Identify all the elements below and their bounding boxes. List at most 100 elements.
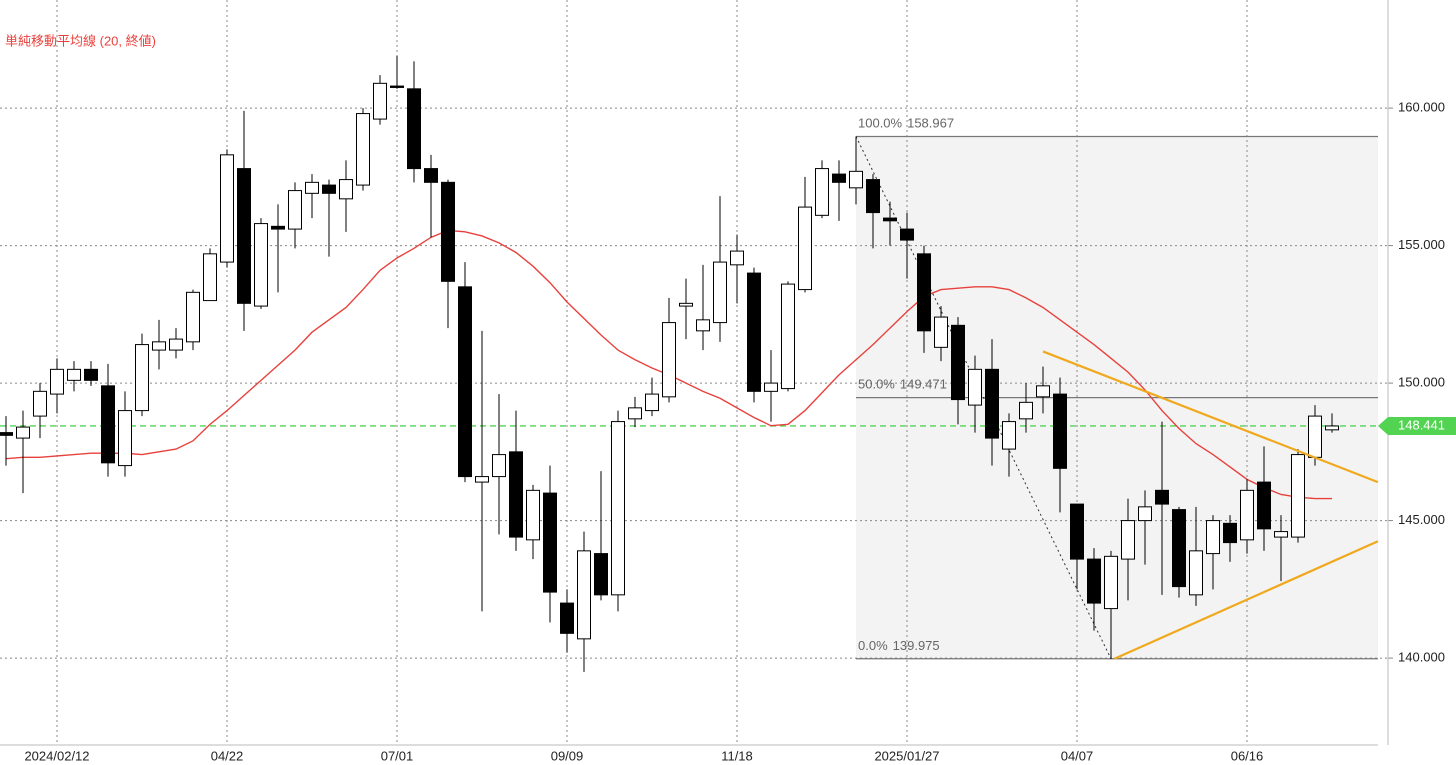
candle-body [883,217,897,222]
candle-body [900,228,914,241]
candle-body [1325,425,1339,431]
candle-body [441,181,455,282]
candle-body [594,553,608,596]
fib-label: 0.0% 139.975 [858,638,940,653]
candle-body [322,184,336,194]
candle-body [254,223,268,307]
candle-body [1155,489,1169,505]
last-price-tag [1378,416,1456,435]
fib-value: 158.967 [907,116,954,131]
candle-body [288,190,302,230]
candle-body [1104,555,1118,610]
candle-body [1019,401,1033,420]
candle-body [662,322,676,398]
candle-body [1291,454,1305,538]
candle-body [560,602,574,634]
candle-body [424,168,438,183]
candle-body [1257,481,1271,530]
candle-body [866,179,880,214]
candle-body [1274,531,1288,538]
candle-body [152,341,166,351]
candle-body [1308,415,1322,458]
x-tick-label: 04/07 [1061,748,1094,763]
candle-body [1002,421,1016,450]
candle-body [305,181,319,194]
candle-body [849,170,863,189]
candle-body [407,88,421,170]
candle-body [1121,520,1135,560]
candle-body [815,168,829,216]
candle-body [203,253,217,302]
candle-body [492,454,506,478]
fib-connector [855,136,1112,660]
candle-body [1053,393,1067,469]
x-tick-label: 2024/02/12 [24,748,89,763]
candle-body [1223,522,1237,544]
candle-body [33,390,47,417]
candle-body [1172,509,1186,588]
candle-body [832,173,846,183]
candle-body [696,319,710,332]
x-tick-label: 07/01 [381,748,414,763]
candle-body [50,368,64,395]
candle-body [220,154,234,263]
fib-label: 100.0% 158.967 [858,116,954,131]
x-tick-label: 04/22 [211,748,244,763]
candle-body [747,272,761,392]
candle-body [237,168,251,304]
y-tick-label: 145.000 [1398,512,1445,527]
candle-body [509,451,523,538]
candle-body [67,368,81,381]
candle-body [985,368,999,439]
candle-body [101,385,115,464]
trendline [1042,350,1379,484]
candle-body [526,489,540,541]
candle-body [764,382,778,392]
candle-body [781,283,795,390]
candle-body [1189,550,1203,596]
fib-label: 50.0% 149.471 [858,377,947,392]
candle-body [934,316,948,348]
sma-legend: 単純移動平均線 (20, 終値) [5,33,156,48]
fib-percent: 50.0% [858,377,895,392]
candle-body [798,206,812,291]
x-tick-label: 06/16 [1231,748,1264,763]
candle-body [730,250,744,266]
candle-body [0,432,13,436]
candle-body [475,476,489,483]
x-tick-label: 2025/01/27 [874,748,939,763]
y-tick-label: 150.000 [1398,375,1445,390]
candle-body [1036,385,1050,398]
fib-value: 149.471 [900,377,947,392]
candle-body [169,338,183,351]
candle-body [1206,520,1220,555]
y-tick-label: 155.000 [1398,237,1445,252]
candle-body [186,291,200,343]
x-tick-label: 09/09 [551,748,584,763]
candle-body [917,253,931,332]
candle-body [84,368,98,381]
candle-body [577,550,591,640]
candle-body [543,492,557,593]
candle-body [1087,558,1101,604]
fib-value: 139.975 [893,638,940,653]
candle-body [1070,503,1084,560]
candle-body [390,85,404,88]
x-tick-label: 11/18 [721,748,753,763]
candle-body [611,421,625,596]
candle-body [628,407,642,420]
candle-body [713,261,727,324]
candle-body [356,113,370,186]
trendline [1113,540,1379,660]
candle-body [1240,489,1254,541]
fib-percent: 100.0% [858,116,903,131]
candle-body [118,410,132,467]
candle-body [373,82,387,120]
candle-body [339,179,353,200]
candle-body [1138,506,1152,522]
candle-body [968,368,982,406]
candle-body [135,344,149,412]
candle-body [271,225,285,230]
